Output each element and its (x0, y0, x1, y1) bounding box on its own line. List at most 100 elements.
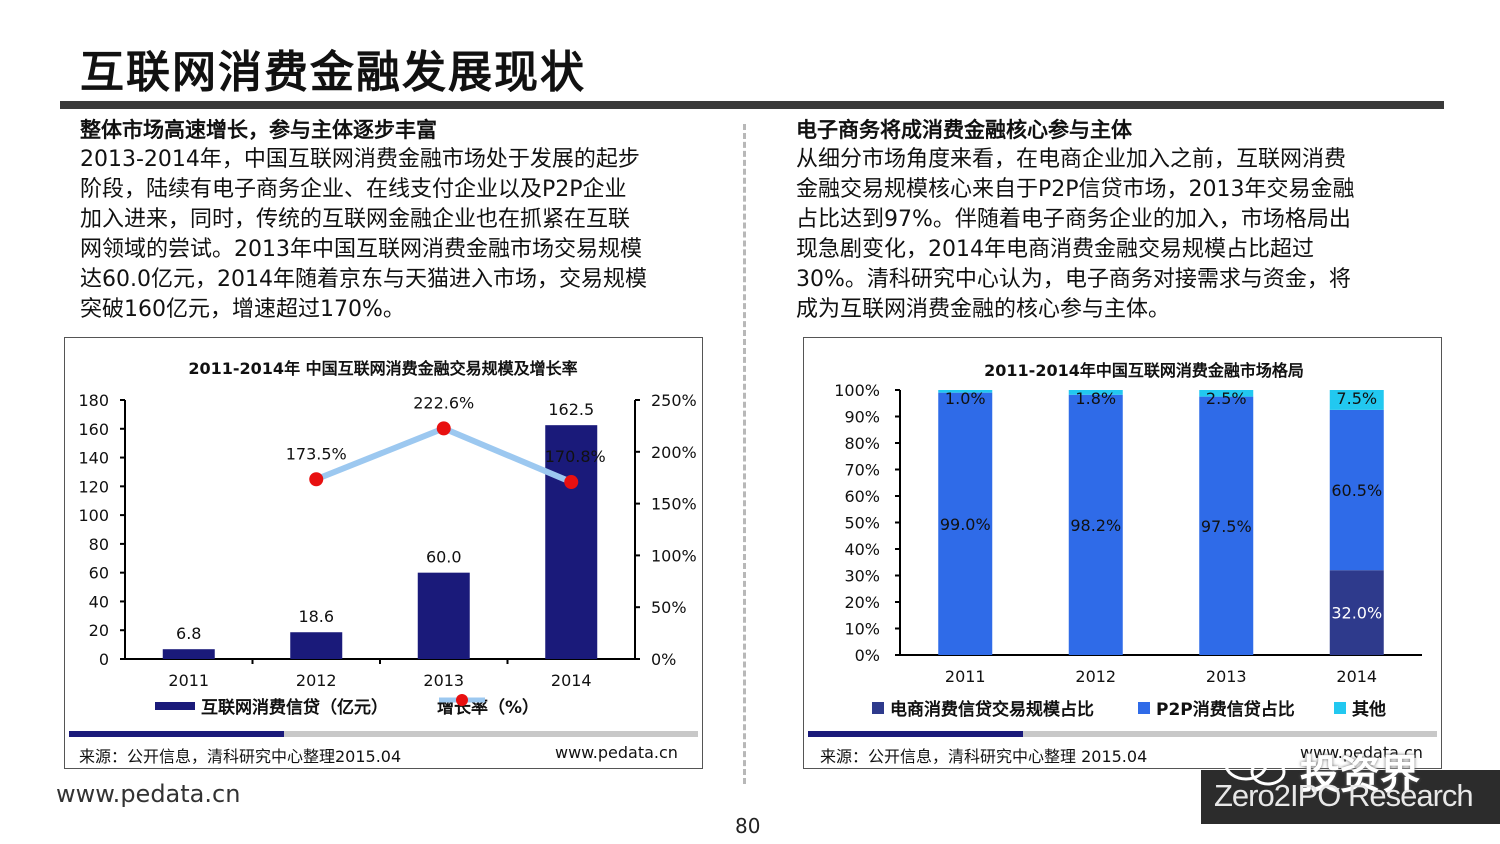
chart1-growth-point (564, 475, 579, 490)
chart2-segment-label: 60.5% (1331, 481, 1382, 500)
chart2-category-label: 2012 (1075, 667, 1116, 686)
chart2-y-tick-label: 80% (844, 434, 880, 453)
chart1-left-tick-label: 80 (89, 535, 109, 554)
chart2-segment-label: 97.5% (1201, 517, 1252, 536)
chart2-y-tick-label: 90% (844, 408, 880, 427)
chart2-bar-segment (938, 390, 993, 393)
chart1-left-tick-label: 100 (78, 506, 109, 525)
source-bar-accent (69, 731, 284, 737)
chart2-category-label: 2013 (1206, 667, 1247, 686)
chart2-legend-p2p: P2P消费信贷占比 (1138, 695, 1295, 720)
chart2-segment-label: 1.8% (1075, 389, 1116, 408)
chart1-right-tick-label: 100% (651, 546, 697, 565)
chart1-left-tick-label: 160 (78, 420, 109, 439)
chart1-bar-label: 6.8 (176, 624, 201, 643)
chart-market-structure: 2011-2014年中国互联网消费金融市场格局 0% 10% 20% 30% 40% 50%… (803, 337, 1442, 769)
chart1-bar (417, 572, 470, 659)
chart2-y-tick-label: 50% (844, 514, 880, 533)
chart1-bar (162, 649, 215, 659)
chart1-legend-bar: 互联网消费信贷（亿元） (155, 693, 388, 718)
chart-volume-growth-svg: 2011-2014年 中国互联网消费金融交易规模及增长率 0 20 40 60 80 100… (78, 359, 697, 690)
chart2-legend-other: 其他 (1334, 695, 1386, 720)
chart2-segment-label: 98.2% (1070, 516, 1121, 535)
chart2-bar-segment (1068, 390, 1123, 395)
left-heading: 整体市场高速增长，参与主体逐步丰富 (80, 118, 437, 142)
chart1-source: 来源：公开信息，清科研究中心整理2015.04 (79, 747, 402, 766)
chart1-right-tick-label: 200% (651, 443, 697, 462)
legend-ecommerce-label: 电商消费信贷交易规模占比 (890, 700, 1094, 720)
chart1-bar (545, 425, 598, 659)
source-bar-accent (808, 731, 1023, 737)
chart1-growth-line (315, 425, 573, 485)
chart1-left-tick-label: 20 (89, 621, 109, 640)
chart1-right-tick-label: 250% (651, 391, 697, 410)
source-bar (808, 731, 1437, 737)
chart1-right-tick-label: 50% (651, 598, 687, 617)
chart2-category-label: 2011 (945, 667, 986, 686)
chart1-left-tick-label: 0 (99, 650, 109, 669)
chart2-y-tick-label: 20% (844, 593, 880, 612)
chart1-title: 2011-2014年 中国互联网消费金融交易规模及增长率 (188, 359, 577, 378)
chart1-growth-point (309, 472, 324, 487)
left-line: 2013-2014年，中国互联网消费金融市场处于发展的起步 (80, 147, 640, 172)
legend-p2p-swatch (1138, 701, 1150, 714)
watermark-en: Zero2IPO Research (1214, 778, 1474, 813)
legend-p2p-label: P2P消费信贷占比 (1156, 700, 1295, 720)
chart2-segment-label: 1.0% (945, 389, 986, 408)
legend-bar-swatch (155, 701, 195, 710)
chart2-y-tick-label: 0% (855, 646, 880, 665)
left-line: 网领域的尝试。2013年中国互联网消费金融市场交易规模 (80, 237, 642, 262)
chart2-title: 2011-2014年中国互联网消费金融市场格局 (984, 361, 1304, 380)
chart2-segment-label: 7.5% (1336, 389, 1377, 408)
legend-other-swatch (1334, 701, 1346, 714)
chart1-left-tick-label: 120 (78, 477, 109, 496)
chart1-left-tick-label: 180 (78, 391, 109, 410)
chart1-category-label: 2013 (423, 671, 464, 690)
chart2-legend-ecommerce: 电商消费信贷交易规模占比 (872, 695, 1094, 720)
legend-other-label: 其他 (1352, 700, 1386, 720)
chart1-legend-line: 增长率（%） (437, 693, 539, 718)
chart1-right-tick-label: 0% (651, 650, 676, 669)
column-divider (743, 124, 746, 784)
left-line: 突破160亿元，增速超过170%。 (80, 297, 405, 322)
source-bar (69, 731, 698, 737)
watermark-cn: 投资界 (1300, 752, 1420, 798)
chart2-y-tick-label: 60% (844, 487, 880, 506)
left-line: 加入进来，同时，传统的互联网金融企业也在抓紧在互联 (80, 207, 631, 232)
chart2-bar-segment (1329, 390, 1384, 410)
right-line: 占比达到97%。伴随着电子商务企业的加入，市场格局出 (796, 207, 1351, 232)
left-line: 阶段，陆续有电子商务企业、在线支付企业以及P2P企业 (80, 177, 627, 202)
right-line: 金融交易规模核心来自于P2P信贷市场，2013年交易金融 (796, 177, 1355, 202)
chart1-url: www.pedata.cn (555, 743, 678, 762)
chart2-category-label: 2014 (1336, 667, 1377, 686)
left-text-column: 整体市场高速增长，参与主体逐步丰富 2013-2014年，中国互联网消费金融市场… (80, 116, 730, 325)
chart1-left-tick-label: 140 (78, 449, 109, 468)
chart2-y-tick-label: 40% (844, 540, 880, 559)
chart1-left-tick-label: 60 (89, 564, 109, 583)
chart1-growth-label: 170.8% (545, 447, 606, 466)
chart2-y-tick-label: 100% (834, 381, 880, 400)
chart2-bar-segment (1199, 390, 1254, 397)
chart1-category-label: 2014 (551, 671, 592, 690)
chart1-bar (290, 632, 343, 659)
right-line: 成为互联网消费金融的核心参与主体。 (796, 297, 1171, 322)
right-line: 30%。清科研究中心认为，电子商务对接需求与资金，将 (796, 267, 1351, 292)
legend-line-swatch (439, 694, 485, 706)
chart1-left-tick-label: 40 (89, 592, 109, 611)
legend-bar-label: 互联网消费信贷（亿元） (201, 698, 388, 718)
right-line: 现急剧变化，2014年电商消费金融交易规模占比超过 (796, 237, 1314, 262)
chart1-right-tick-label: 150% (651, 495, 697, 514)
wechat-icon (1224, 747, 1286, 786)
page-title: 互联网消费金融发展现状 (80, 47, 586, 98)
chart1-bar-label: 60.0 (426, 548, 462, 567)
chart2-source: 来源：公开信息，清科研究中心整理 2015.04 (820, 747, 1148, 766)
right-text-column: 电子商务将成消费金融核心参与主体 从细分市场角度来看，在电商企业加入之前，互联网… (796, 116, 1446, 325)
chart2-url: www.pedata.cn (1300, 743, 1423, 762)
left-line: 达60.0亿元，2014年随着京东与天猫进入市场，交易规模 (80, 267, 647, 292)
chart2-bar-segment (1329, 570, 1384, 655)
legend-ecommerce-swatch (872, 701, 884, 714)
chart-volume-growth: 2011-2014年 中国互联网消费金融交易规模及增长率 0 20 40 60 80 100… (64, 337, 703, 769)
chart2-bar-segment (1068, 394, 1123, 655)
chart1-bar-label: 18.6 (298, 607, 334, 626)
chart-market-structure-svg: 2011-2014年中国互联网消费金融市场格局 0% 10% 20% 30% 40% 50%… (834, 361, 1422, 686)
